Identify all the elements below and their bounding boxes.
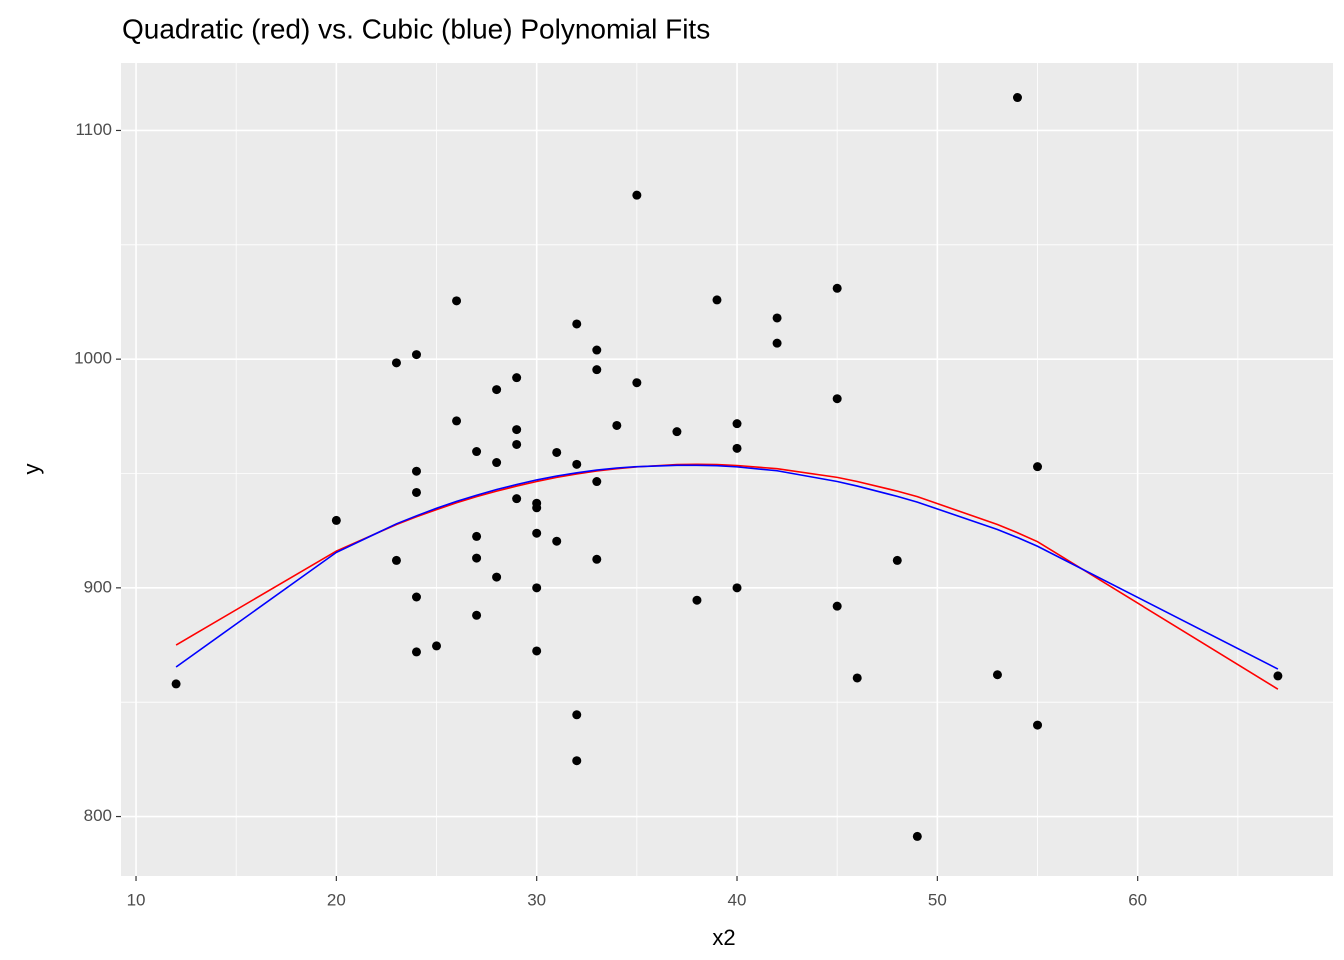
point [552, 536, 562, 546]
point [411, 487, 421, 497]
point [512, 439, 522, 449]
point [832, 394, 842, 404]
y-tick-label: 1100 [75, 120, 112, 139]
point [1033, 720, 1043, 730]
fit-line [175, 464, 1279, 670]
point [592, 477, 602, 487]
point [992, 670, 1002, 680]
point [892, 555, 902, 565]
point [672, 427, 682, 437]
point [512, 425, 522, 435]
point [432, 641, 442, 651]
x-tick-label: 10 [127, 890, 146, 909]
y-tick-label: 900 [84, 577, 112, 596]
point [411, 592, 421, 602]
x-tick-label: 40 [728, 890, 747, 909]
point [632, 190, 642, 200]
point [532, 503, 542, 513]
point [472, 553, 482, 563]
point [712, 295, 722, 305]
point [171, 679, 181, 689]
point [572, 710, 582, 720]
point [512, 373, 522, 383]
x-axis-label: x2 [712, 925, 735, 950]
point [391, 555, 401, 565]
y-tick-label: 1000 [74, 349, 112, 368]
x-tick-label: 20 [327, 890, 346, 909]
point [452, 296, 462, 306]
point [411, 647, 421, 657]
point [532, 583, 542, 593]
point [592, 365, 602, 375]
y-axis-label: y [19, 464, 44, 475]
point [1033, 462, 1043, 472]
point [411, 350, 421, 360]
point [552, 447, 562, 457]
point [852, 673, 862, 683]
point [732, 583, 742, 593]
point [732, 443, 742, 453]
point [411, 466, 421, 476]
point [492, 385, 502, 395]
point [912, 831, 922, 841]
point [572, 756, 582, 766]
point [472, 610, 482, 620]
y-tick-label: 800 [84, 806, 112, 825]
plot-panel [121, 63, 1333, 876]
point [1273, 671, 1283, 681]
point [492, 572, 502, 582]
point [592, 345, 602, 355]
point [1012, 93, 1022, 103]
point [592, 554, 602, 564]
point [472, 447, 482, 457]
point [391, 358, 401, 368]
chart-title: Quadratic (red) vs. Cubic (blue) Polynom… [122, 13, 710, 44]
x-tick-label: 30 [527, 890, 546, 909]
point [632, 378, 642, 388]
point [331, 515, 341, 525]
point [512, 494, 522, 504]
point [832, 601, 842, 611]
x-tick-label: 60 [1128, 890, 1147, 909]
point [452, 416, 462, 426]
point [532, 528, 542, 538]
point [692, 595, 702, 605]
point [612, 420, 622, 430]
point [492, 458, 502, 468]
point [772, 313, 782, 323]
point [832, 283, 842, 293]
point [532, 646, 542, 656]
point [772, 338, 782, 348]
point [572, 319, 582, 329]
point [732, 419, 742, 429]
point [572, 459, 582, 469]
x-tick-label: 50 [928, 890, 947, 909]
point [472, 531, 482, 541]
